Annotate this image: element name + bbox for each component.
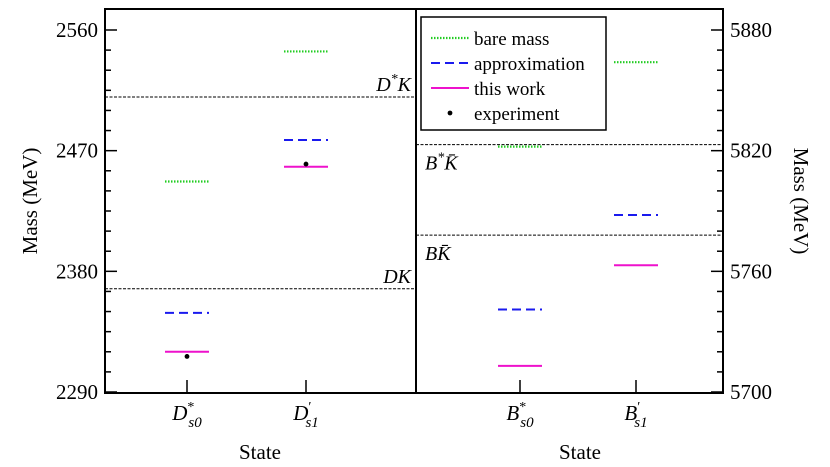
right-y-axis-label: Mass (MeV) xyxy=(789,148,813,255)
y-tick-label: 2290 xyxy=(56,380,98,404)
category-label: D′ s1 xyxy=(292,400,319,431)
y-tick-label: 2470 xyxy=(56,139,98,163)
threshold-label: B*K̄ xyxy=(425,151,459,175)
category-label: B′ s1 xyxy=(624,400,647,431)
y-tick-label: 5760 xyxy=(730,259,772,283)
category-label: B* s0 xyxy=(506,400,534,431)
experiment-point xyxy=(184,354,190,359)
right-x-axis-label: State xyxy=(559,440,601,464)
experiment-point xyxy=(303,161,309,167)
legend-swatch-experiment xyxy=(447,110,453,116)
legend-label-approximation: approximation xyxy=(474,54,585,75)
y-tick-label: 5880 xyxy=(730,18,772,42)
legend-box xyxy=(420,16,607,131)
threshold-label: BK̄ xyxy=(425,243,452,265)
threshold-label: D*K xyxy=(375,72,412,96)
threshold-label: DK xyxy=(382,266,412,288)
y-tick-label: 5820 xyxy=(730,139,772,163)
legend-label-this-work: this work xyxy=(474,79,546,100)
legend: bare mass approximation this work experi… xyxy=(420,16,607,131)
legend-label-bare-mass: bare mass xyxy=(474,29,549,50)
legend-label-experiment: experiment xyxy=(474,104,560,125)
y-tick-label: 2380 xyxy=(56,259,98,283)
category-label: D* s0 xyxy=(171,400,202,431)
y-tick-label: 2560 xyxy=(56,18,98,42)
left-y-axis-label: Mass (MeV) xyxy=(18,148,42,255)
right-panel-frame xyxy=(415,8,724,394)
y-tick-label: 5700 xyxy=(730,380,772,404)
left-panel-frame xyxy=(104,8,417,394)
left-x-axis-label: State xyxy=(239,440,281,464)
